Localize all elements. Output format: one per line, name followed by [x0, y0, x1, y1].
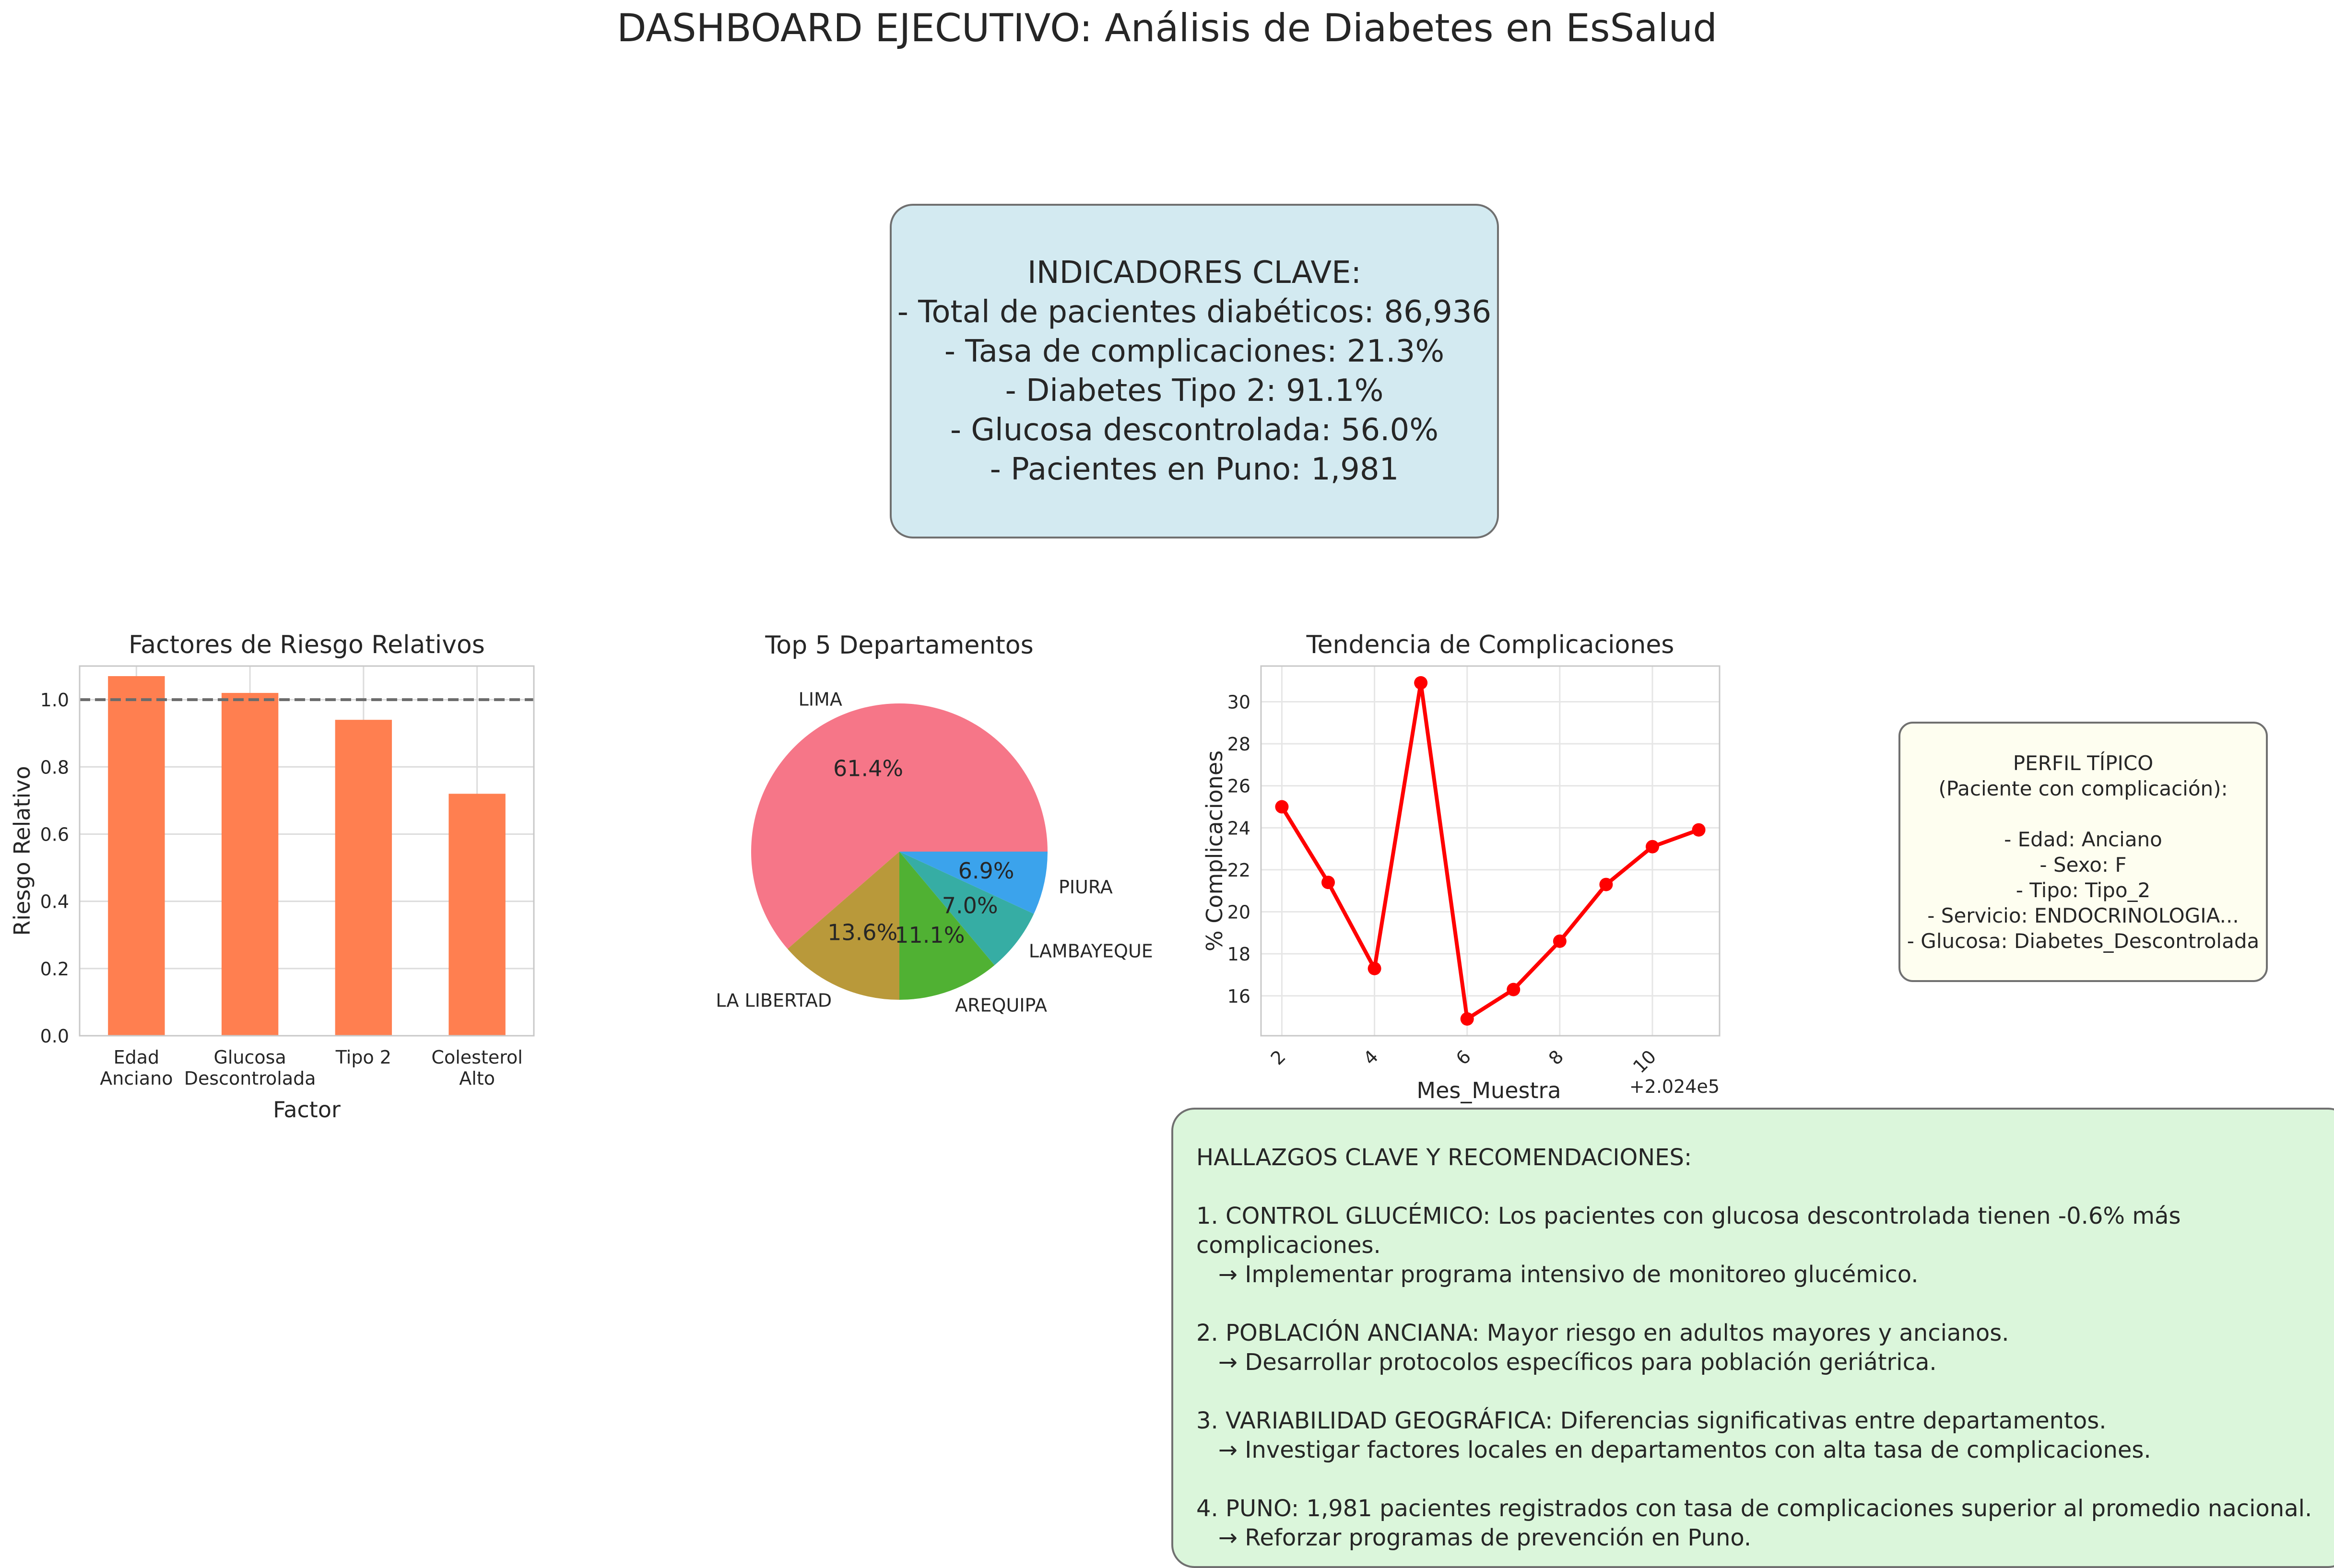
- complications-data-point: [1599, 878, 1613, 891]
- pie-slice: [899, 852, 1048, 914]
- bar-plot-frame: [79, 665, 535, 1037]
- risk-bar: [448, 794, 506, 1036]
- complications-data-point: [1321, 876, 1335, 889]
- pie-slice: [751, 703, 1048, 949]
- line-chart-title: Tendencia de Complicaciones: [1306, 631, 1674, 659]
- pie-percent-label: 11.1%: [895, 922, 965, 948]
- recommendation-1: → Implementar programa intensivo de moni…: [1196, 1261, 1919, 1288]
- complications-data-point: [1645, 840, 1659, 854]
- profile-type: - Tipo: Tipo_2: [2016, 878, 2151, 902]
- finding-1: 1. CONTROL GLUCÉMICO: Los pacientes con …: [1196, 1203, 2181, 1259]
- line-x-tick-label: 6: [1452, 1046, 1475, 1069]
- typical-profile-box: PERFIL TÍPICO (Paciente con complicación…: [1898, 722, 2268, 982]
- profile-title: PERFIL TÍPICO: [2013, 751, 2154, 775]
- line-plot-frame: [1260, 665, 1721, 1037]
- findings-heading: HALLAZGOS CLAVE Y RECOMENDACIONES:: [1196, 1144, 1692, 1171]
- pie-slice-label: LIMA: [799, 689, 842, 710]
- line-y-tick-label: 22: [1227, 860, 1250, 881]
- bar-chart-title: Factores de Riesgo Relativos: [129, 631, 485, 659]
- line-x-offset-label: +2.024e5: [1629, 1076, 1720, 1097]
- line-y-axis-label: % Complicaciones: [1202, 750, 1227, 951]
- line-y-tick-label: 18: [1227, 944, 1250, 965]
- line-x-tick-label: 4: [1359, 1046, 1382, 1069]
- bar-x-tick-label: Anciano: [100, 1068, 173, 1089]
- profile-glucose: - Glucosa: Diabetes_Descontrolada: [1907, 929, 2260, 953]
- bar-y-tick-label: 0.0: [40, 1026, 69, 1047]
- key-indicators-heading: INDICADORES CLAVE:: [1027, 255, 1362, 291]
- risk-bar: [335, 720, 392, 1036]
- risk-bar: [221, 693, 279, 1036]
- bar-x-tick-label: Glucosa: [213, 1047, 286, 1068]
- pie-percent-label: 7.0%: [942, 893, 998, 919]
- line-x-tick-label: 10: [1629, 1046, 1660, 1077]
- line-y-tick-label: 26: [1227, 776, 1250, 797]
- departments-pie-chart: 61.4% LIMA 13.6% LA LIBERTAD 11.1% AREQUIPA 7.…: [716, 631, 1153, 1016]
- profile-service: - Servicio: ENDOCRINOLOGIA...: [1927, 903, 2239, 927]
- finding-3: 3. VARIABILIDAD GEOGRÁFICA: Diferencias …: [1196, 1407, 2107, 1434]
- bar-x-axis-label: Factor: [273, 1097, 341, 1123]
- kpi-total-patients: - Total de pacientes diabéticos: 86,936: [897, 294, 1492, 330]
- kpi-complication-rate: - Tasa de complicaciones: 21.3%: [944, 334, 1445, 369]
- line-plot-background: [1261, 666, 1720, 1036]
- pie-slice: [787, 852, 899, 1000]
- complications-data-point: [1414, 676, 1428, 690]
- key-indicators-box: INDICADORES CLAVE: - Total de pacientes …: [890, 204, 1499, 538]
- pie-slice-label: LAMBAYEQUE: [1029, 941, 1153, 962]
- line-x-tick-label: 8: [1544, 1046, 1568, 1069]
- recommendation-3: → Investigar factores locales en departa…: [1196, 1437, 2151, 1463]
- recommendation-2: → Desarrollar protocolos específicos par…: [1196, 1349, 1937, 1376]
- pie-slice-label: LA LIBERTAD: [716, 990, 832, 1011]
- line-x-axis-label: Mes_Muestra: [1416, 1077, 1561, 1103]
- pie-percent-label: 61.4%: [833, 755, 903, 781]
- bar-y-axis-label: Riesgo Relativo: [9, 766, 35, 936]
- complications-data-point: [1275, 800, 1289, 814]
- kpi-puno-patients: - Pacientes en Puno: 1,981: [990, 452, 1399, 487]
- finding-4: 4. PUNO: 1,981 pacientes registrados con…: [1196, 1495, 2312, 1522]
- complications-series-line: [1280, 681, 1699, 1021]
- recommendation-4: → Reforzar programas de prevención en Pu…: [1196, 1524, 1752, 1551]
- bar-y-tick-label: 0.8: [40, 757, 69, 778]
- bar-x-tick-label: Tipo 2: [335, 1047, 391, 1068]
- bar-y-tick-label: 0.4: [40, 891, 69, 913]
- pie-slice: [899, 852, 1034, 965]
- dashboard-title: DASHBOARD EJECUTIVO: Análisis de Diabete…: [617, 6, 1717, 50]
- profile-sex: - Sexo: F: [2039, 853, 2127, 877]
- key-findings-box: HALLAZGOS CLAVE Y RECOMENDACIONES: 1. CO…: [1171, 1108, 2334, 1568]
- line-y-tick-label: 16: [1227, 986, 1250, 1007]
- bar-y-tick-label: 0.2: [40, 959, 69, 980]
- pie-percent-label: 6.9%: [958, 858, 1014, 884]
- bar-x-tick-label: Colesterol: [431, 1047, 522, 1068]
- complications-data-point: [1367, 961, 1381, 975]
- profile-subtitle: (Paciente con complicación):: [1938, 776, 2228, 800]
- complications-data-point: [1692, 823, 1706, 837]
- line-y-tick-label: 20: [1227, 902, 1250, 923]
- complications-data-point: [1507, 983, 1521, 996]
- line-y-tick-label: 24: [1227, 818, 1250, 839]
- pie-slice-label: AREQUIPA: [955, 995, 1047, 1016]
- pie-percent-label: 13.6%: [827, 920, 897, 946]
- profile-age: - Edad: Anciano: [2004, 827, 2162, 851]
- finding-2: 2. POBLACIÓN ANCIANA: Mayor riesgo en ad…: [1196, 1320, 2009, 1346]
- bar-x-tick-label: Alto: [459, 1068, 495, 1089]
- pie-slice-label: PIURA: [1059, 877, 1113, 898]
- pie-slice: [899, 852, 995, 1000]
- bar-y-tick-label: 0.6: [40, 824, 69, 845]
- complications-data-point: [1553, 934, 1567, 948]
- kpi-type2: - Diabetes Tipo 2: 91.1%: [1005, 373, 1384, 409]
- line-x-tick-label: 2: [1267, 1046, 1290, 1069]
- bar-x-tick-label: Edad: [114, 1047, 160, 1068]
- bar-y-tick-label: 1.0: [40, 690, 69, 711]
- pie-chart-title: Top 5 Departamentos: [765, 631, 1033, 660]
- kpi-uncontrolled-glucose: - Glucosa descontrolada: 56.0%: [950, 412, 1439, 448]
- line-y-tick-label: 30: [1227, 691, 1250, 713]
- line-y-tick-label: 28: [1227, 734, 1250, 755]
- complications-data-point: [1460, 1012, 1474, 1026]
- bar-x-tick-label: Descontrolada: [184, 1068, 316, 1089]
- risk-bar: [108, 676, 165, 1036]
